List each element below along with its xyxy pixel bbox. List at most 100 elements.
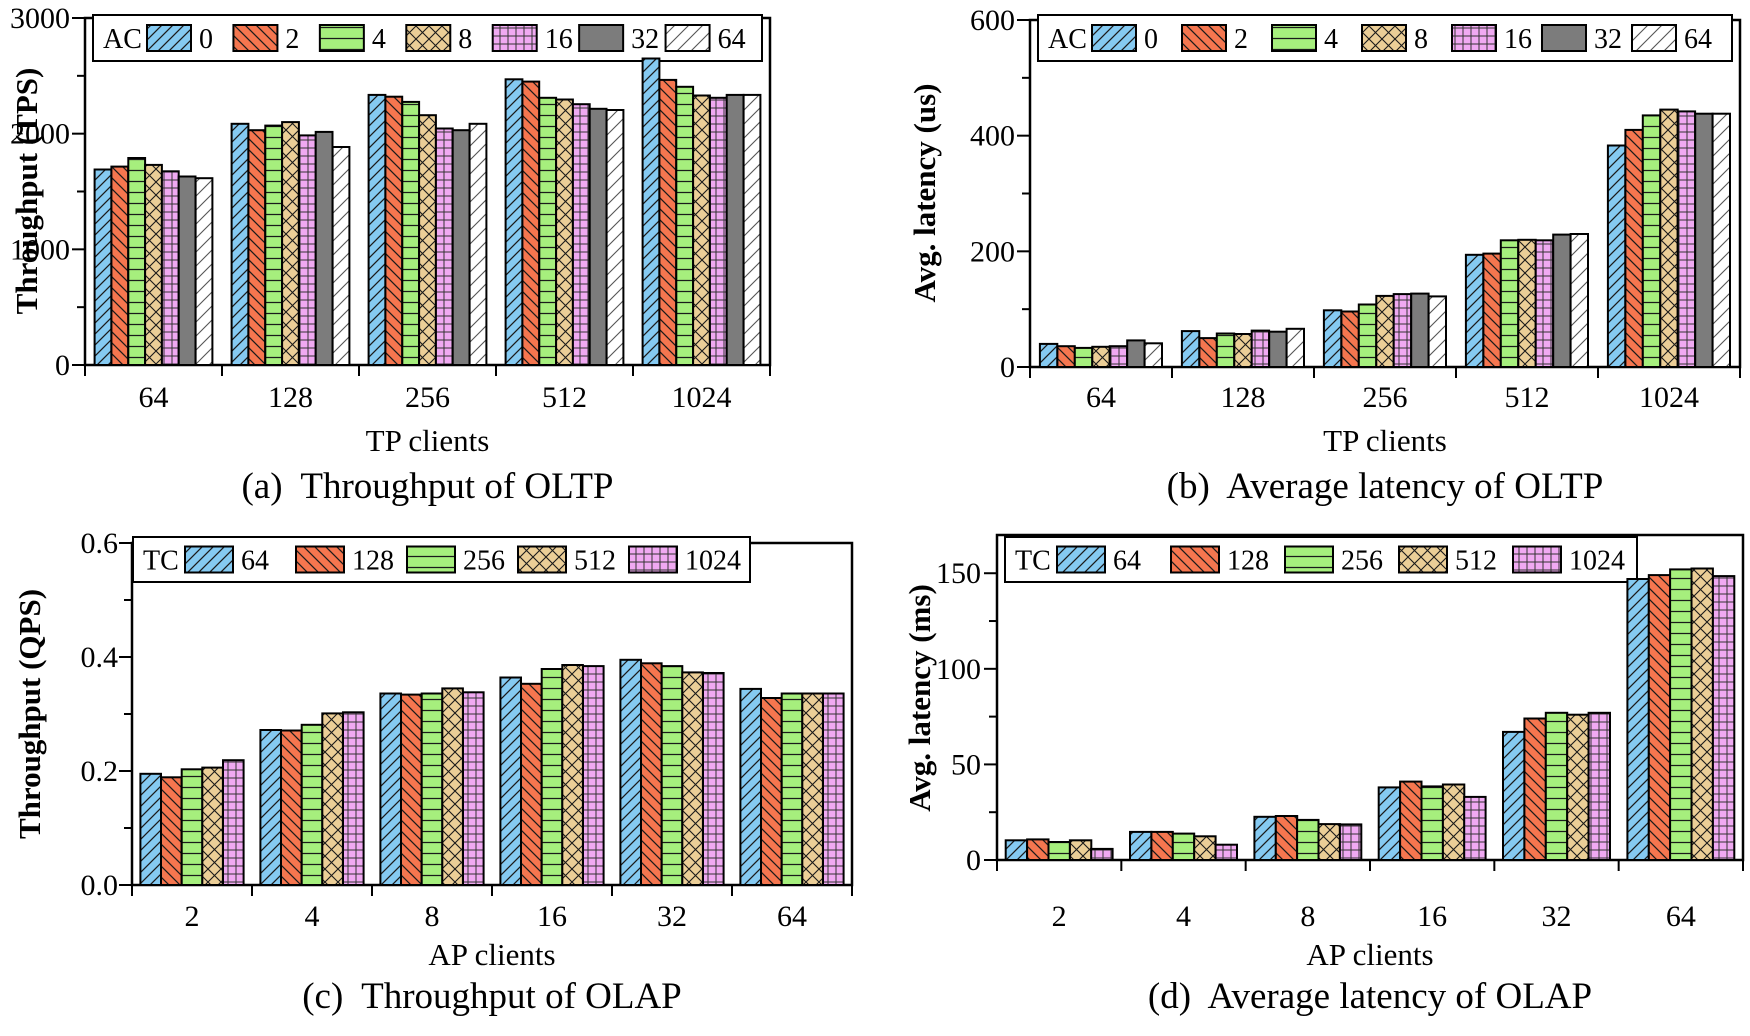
bar-a-1024-0 — [641, 57, 661, 366]
bar-b-512-4 — [1499, 239, 1520, 368]
chart-d-canvas: 0 50 100 150 2 4 8 16 32 64 TC 64 128 256 512 1024 — [936, 533, 1745, 933]
bar-d-8-256 — [1296, 818, 1320, 861]
bar-b-64-2 — [1056, 345, 1076, 369]
svg-text:64: 64 — [1113, 546, 1141, 577]
svg-text:AC: AC — [103, 24, 142, 55]
chart-c-canvas: 0.0 0.2 0.4 0.6 2 4 8 16 32 64 TC 64 128 256 512 1024 — [81, 527, 854, 933]
bar-b-512-16 — [1534, 239, 1555, 368]
svg-text:64: 64 — [241, 546, 269, 577]
bar-b-64-64 — [1143, 342, 1164, 368]
bar-a-128-64 — [331, 146, 351, 366]
bar-c-32-128 — [640, 662, 663, 886]
svg-text:16: 16 — [545, 24, 573, 55]
svg-text:256: 256 — [1341, 546, 1383, 577]
bar-d-32-256 — [1544, 711, 1569, 861]
bar-c-4-1024 — [342, 711, 365, 886]
bar-a-128-32 — [314, 130, 334, 366]
svg-text:32: 32 — [1594, 24, 1622, 55]
bar-b-64-8 — [1091, 345, 1111, 368]
bar-a-1024-32 — [725, 93, 745, 367]
legend-swatch-c-128 — [295, 545, 345, 574]
svg-text:16: 16 — [537, 900, 567, 933]
svg-text:0: 0 — [1144, 24, 1158, 55]
bar-b-128-4 — [1215, 332, 1236, 368]
x-axis-label-c: AP clients — [428, 937, 556, 972]
legend-swatch-b-2 — [1181, 24, 1227, 52]
bar-d-16-256 — [1420, 785, 1444, 861]
svg-text:0.0: 0.0 — [81, 869, 119, 902]
svg-text:TC: TC — [1015, 546, 1051, 577]
svg-text:4: 4 — [1324, 24, 1338, 55]
bar-b-1024-64 — [1711, 112, 1731, 368]
bar-c-16-256 — [540, 668, 564, 886]
legend-swatch-a-16 — [491, 24, 538, 52]
bar-d-8-128 — [1274, 815, 1299, 861]
x-axis-label-a: TP clients — [365, 423, 490, 458]
svg-text:64: 64 — [777, 900, 807, 933]
bar-b-64-4 — [1073, 346, 1094, 368]
x-axis-label-d: AP clients — [1306, 937, 1434, 972]
svg-text:64: 64 — [718, 24, 746, 55]
svg-text:128: 128 — [1227, 546, 1269, 577]
bar-a-512-0 — [504, 78, 524, 367]
bar-c-16-512 — [561, 664, 584, 886]
bar-a-64-0 — [93, 168, 113, 366]
bar-b-1024-32 — [1694, 112, 1714, 368]
bar-d-8-1024 — [1338, 823, 1363, 861]
bar-d-2-1024 — [1090, 847, 1114, 861]
bar-b-512-64 — [1569, 233, 1589, 368]
svg-text:256: 256 — [405, 381, 450, 414]
bar-a-256-0 — [367, 93, 387, 367]
svg-text:64: 64 — [139, 381, 169, 414]
bar-a-256-16 — [434, 127, 454, 366]
bar-c-4-128 — [280, 729, 303, 886]
bar-d-16-128 — [1399, 780, 1423, 862]
bar-d-64-64 — [1626, 578, 1650, 861]
svg-text:1024: 1024 — [1569, 546, 1625, 577]
bar-a-512-32 — [588, 107, 608, 367]
bar-a-64-2 — [110, 165, 130, 366]
legend-swatch-b-8 — [1361, 24, 1407, 52]
bar-a-512-64 — [605, 109, 625, 366]
bar-b-512-2 — [1482, 252, 1502, 369]
svg-text:8: 8 — [425, 900, 440, 933]
y-axis-label-d: Avg. latency (ms) — [902, 584, 937, 812]
bar-c-64-128 — [760, 697, 783, 886]
y-axis-label-b: Avg. latency (us) — [907, 83, 942, 303]
bar-c-8-64 — [379, 692, 402, 886]
svg-text:256: 256 — [463, 546, 505, 577]
legend-swatch-d-128 — [1170, 545, 1220, 574]
bar-b-1024-2 — [1624, 128, 1644, 368]
legend-swatch-c-256 — [406, 545, 456, 574]
legend-swatch-b-0 — [1091, 24, 1137, 52]
panel-latency-olap: 0 50 100 150 2 4 8 16 32 64 TC 64 128 256 512 1024 Avg.… — [875, 518, 1750, 1036]
svg-text:1024: 1024 — [685, 546, 741, 577]
bar-d-2-512 — [1068, 839, 1093, 861]
bar-c-16-64 — [499, 676, 522, 886]
bar-c-64-512 — [801, 692, 824, 886]
svg-text:AC: AC — [1048, 24, 1087, 55]
svg-text:200: 200 — [970, 235, 1015, 268]
svg-text:32: 32 — [631, 24, 659, 55]
svg-text:50: 50 — [951, 748, 981, 781]
bar-c-2-512 — [201, 766, 224, 887]
legend-swatch-a-64 — [664, 24, 711, 52]
panel-throughput-oltp: 0 1000 2000 3000 64 128 256 512 1024 AC 0 2 4 8 16 32 64… — [0, 0, 875, 518]
legend-swatch-a-4 — [318, 24, 365, 52]
chart-a-canvas: 0 1000 2000 3000 64 128 256 512 1024 AC 0 2 4 8 16 32 64 — [10, 2, 772, 414]
bar-b-64-0 — [1038, 342, 1059, 368]
bar-c-32-256 — [660, 665, 684, 886]
bar-a-256-32 — [451, 129, 471, 366]
legend-swatch-d-512 — [1398, 545, 1448, 574]
svg-text:0.6: 0.6 — [81, 527, 119, 560]
bar-b-128-8 — [1233, 333, 1253, 368]
caption-a: (a) Throughput of OLTP — [241, 466, 614, 507]
bar-a-128-16 — [297, 134, 317, 366]
legend-swatch-a-2 — [232, 24, 279, 52]
bar-d-8-64 — [1253, 815, 1277, 861]
svg-text:64: 64 — [1684, 24, 1712, 55]
svg-text:128: 128 — [268, 381, 313, 414]
svg-text:64: 64 — [1086, 381, 1116, 414]
legend-swatch-a-32 — [578, 24, 625, 52]
bar-c-8-512 — [441, 687, 464, 886]
